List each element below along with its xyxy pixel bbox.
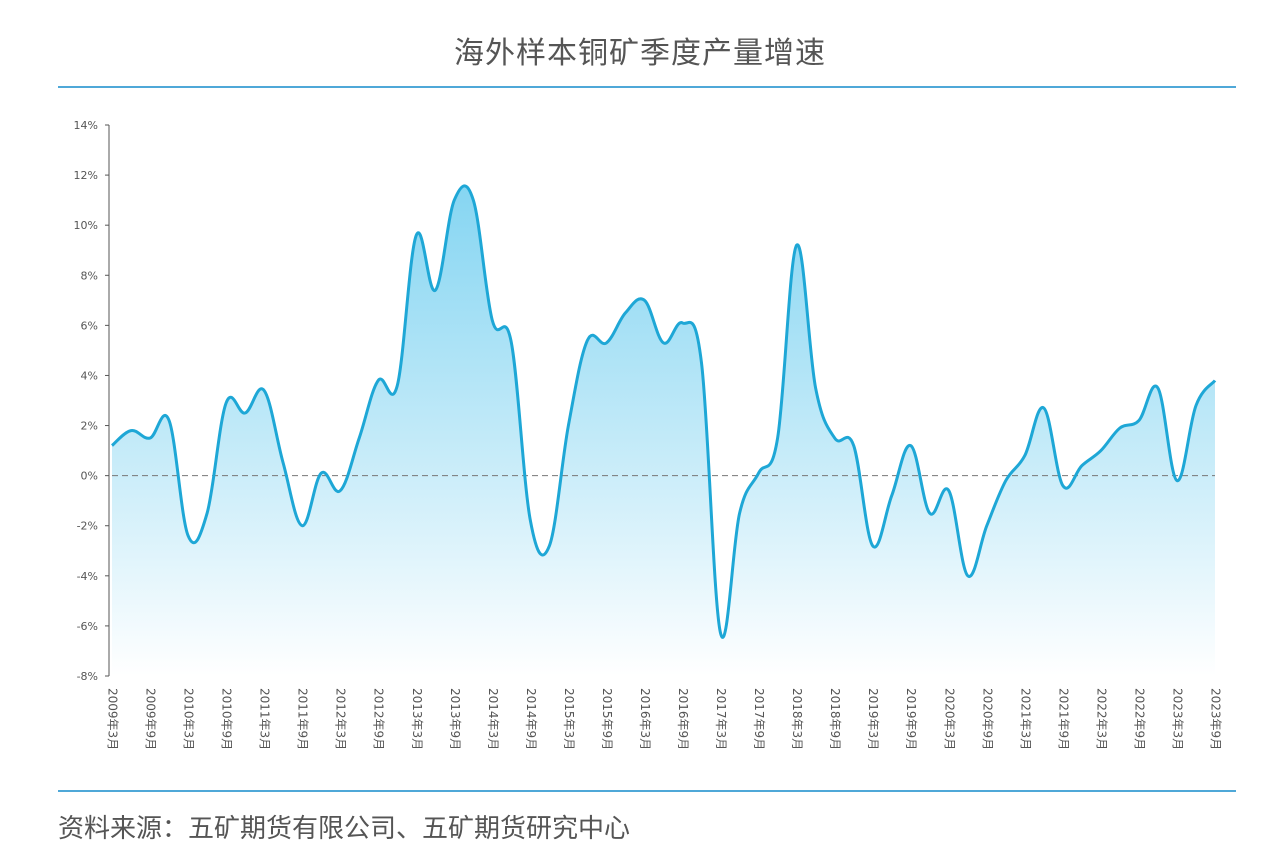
x-tick-label: 2012年3月 — [334, 688, 348, 750]
x-tick-label: 2020年3月 — [942, 688, 956, 750]
x-tick-label: 2023年3月 — [1170, 688, 1184, 750]
bottom-divider — [58, 790, 1236, 792]
top-divider — [58, 86, 1236, 88]
series-area — [112, 185, 1215, 676]
x-tick-label: 2010年3月 — [182, 688, 196, 750]
x-tick-label: 2015年3月 — [562, 688, 576, 750]
x-tick-label: 2018年3月 — [790, 688, 804, 750]
x-tick-label: 2019年9月 — [904, 688, 918, 750]
y-tick-label: 12% — [74, 169, 98, 182]
x-tick-label: 2010年9月 — [220, 688, 234, 750]
x-tick-label: 2022年3月 — [1094, 688, 1108, 750]
x-tick-label: 2013年9月 — [448, 688, 462, 750]
x-tick-label: 2020年9月 — [980, 688, 994, 750]
x-tick-label: 2018年9月 — [828, 688, 842, 750]
x-tick-label: 2019年3月 — [866, 688, 880, 750]
y-tick-label: 0% — [81, 470, 98, 483]
x-tick-label: 2016年3月 — [638, 688, 652, 750]
source-note: 资料来源：五矿期货有限公司、五矿期货研究中心 — [58, 814, 631, 844]
x-tick-label: 2017年3月 — [714, 688, 728, 750]
x-tick-label: 2009年9月 — [144, 688, 158, 750]
x-tick-label: 2009年3月 — [106, 688, 120, 750]
x-tick-label: 2012年9月 — [372, 688, 386, 750]
x-tick-label: 2022年9月 — [1132, 688, 1146, 750]
y-tick-label: 6% — [81, 319, 98, 332]
x-tick-label: 2021年3月 — [1018, 688, 1032, 750]
chart-title: 海外样本铜矿季度产量增速 — [454, 36, 826, 71]
y-tick-label: -4% — [77, 570, 98, 583]
x-tick-label: 2016年9月 — [676, 688, 690, 750]
x-tick-label: 2017年9月 — [752, 688, 766, 750]
y-tick-label: 4% — [81, 369, 98, 382]
y-tick-label: -2% — [77, 520, 98, 533]
x-tick-label: 2014年9月 — [524, 688, 538, 750]
x-tick-label: 2013年3月 — [410, 688, 424, 750]
y-tick-label: 10% — [74, 219, 98, 232]
y-tick-label: 2% — [81, 420, 98, 433]
y-tick-label: -6% — [77, 620, 98, 633]
y-tick-label: 8% — [81, 269, 98, 282]
chart-canvas: -8% -6% -4% -2% 0% 2% 4% 6% 8% 10% 12% 14% 2009年3月 2… — [74, 119, 1223, 750]
y-tick-label: 14% — [74, 119, 98, 132]
x-tick-label: 2015年9月 — [600, 688, 614, 750]
x-tick-label: 2021年9月 — [1056, 688, 1070, 750]
series-line — [111, 184, 1217, 639]
x-tick-label: 2011年9月 — [296, 688, 310, 750]
x-tick-label: 2023年9月 — [1209, 688, 1223, 750]
y-tick-label: -8% — [77, 670, 98, 683]
x-tick-label: 2011年3月 — [258, 688, 272, 750]
x-tick-label: 2014年3月 — [486, 688, 500, 750]
